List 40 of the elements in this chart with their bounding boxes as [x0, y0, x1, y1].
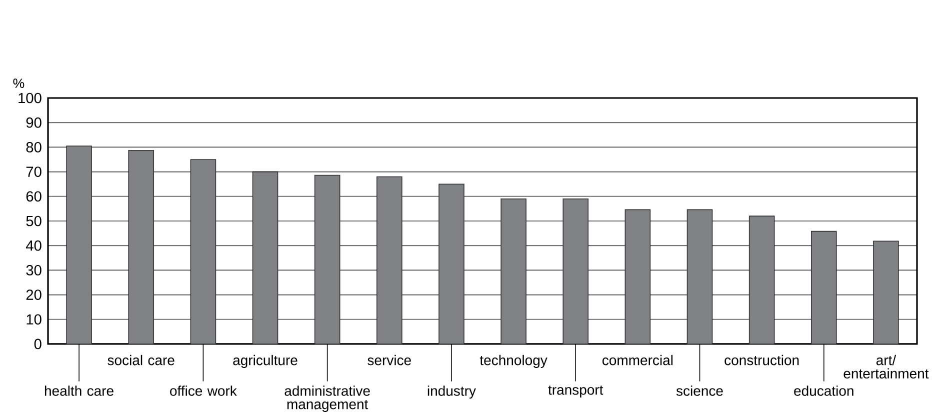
- bar: [438, 184, 464, 344]
- y-axis-title: %: [13, 78, 24, 88]
- x-tick-label: art/ entertainment: [844, 354, 929, 379]
- x-tick-label: agriculture: [233, 354, 298, 368]
- bar: [500, 198, 526, 344]
- x-tick-label: administrative management: [284, 386, 370, 412]
- x-tick-label: service: [368, 354, 411, 366]
- bar: [128, 150, 154, 344]
- y-tick-label: 90: [26, 117, 42, 128]
- y-tick-label: 20: [26, 290, 42, 300]
- y-tick-label: 0: [34, 338, 42, 350]
- bar: [624, 209, 651, 344]
- y-tick-label: 80: [26, 142, 42, 152]
- x-tick-label: office work: [170, 386, 237, 396]
- x-tick-label: construction: [724, 354, 799, 366]
- bar: [873, 240, 899, 344]
- bar: [190, 159, 216, 344]
- x-tick-label: commercial: [602, 354, 673, 366]
- bar: [66, 146, 92, 344]
- x-tick-label: social care: [108, 354, 174, 366]
- y-tick-label: 50: [26, 216, 42, 226]
- x-tick-label: education: [794, 386, 854, 396]
- y-tick-label: 60: [26, 191, 42, 202]
- y-tick-label: 70: [26, 166, 42, 177]
- x-tick-label: science: [676, 386, 723, 396]
- y-tick-label: 10: [26, 314, 42, 325]
- bar: [376, 176, 402, 344]
- y-tick-label: 30: [26, 265, 42, 276]
- bar: [810, 230, 837, 344]
- y-tick-label: 40: [26, 240, 42, 251]
- x-tick-label: technology: [480, 354, 548, 368]
- x-tick-label: transport: [548, 386, 604, 398]
- x-tick-label: industry: [428, 386, 476, 399]
- y-tick-label: 100: [18, 92, 42, 104]
- bar: [686, 209, 713, 344]
- x-tick-label: health care: [44, 386, 114, 396]
- bar: [748, 216, 775, 344]
- bar: [562, 198, 589, 344]
- bar: [314, 174, 340, 344]
- bar: [252, 171, 278, 344]
